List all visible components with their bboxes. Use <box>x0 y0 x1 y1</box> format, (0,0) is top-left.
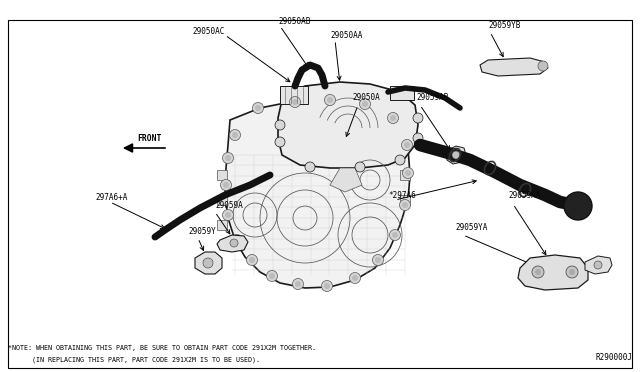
Circle shape <box>401 140 413 151</box>
Circle shape <box>232 234 243 246</box>
Polygon shape <box>330 168 362 192</box>
Circle shape <box>223 209 234 221</box>
Circle shape <box>232 132 238 138</box>
Circle shape <box>360 99 371 109</box>
Text: 29059YB: 29059YB <box>488 20 520 29</box>
Circle shape <box>390 115 396 121</box>
Circle shape <box>538 61 548 71</box>
Text: 29050AA: 29050AA <box>330 32 362 41</box>
Circle shape <box>594 261 602 269</box>
Text: 29050AC: 29050AC <box>193 28 225 36</box>
Bar <box>217 195 227 205</box>
Bar <box>217 220 227 230</box>
Text: FRONT: FRONT <box>138 134 162 143</box>
Circle shape <box>349 273 360 283</box>
Polygon shape <box>480 58 548 76</box>
Polygon shape <box>195 252 222 274</box>
Text: 29059Y: 29059Y <box>188 228 216 237</box>
Circle shape <box>269 273 275 279</box>
Polygon shape <box>518 255 588 290</box>
Circle shape <box>362 101 368 107</box>
Text: *NOTE: WHEN OBTAINING THIS PART, BE SURE TO OBTAIN PART CODE 291X2M TOGETHER.: *NOTE: WHEN OBTAINING THIS PART, BE SURE… <box>8 345 316 351</box>
Text: 29059AB: 29059AB <box>416 93 449 103</box>
Circle shape <box>387 112 399 124</box>
Circle shape <box>324 283 330 289</box>
Text: 29059AA: 29059AA <box>508 192 540 201</box>
Circle shape <box>405 170 411 176</box>
Circle shape <box>223 153 234 164</box>
Circle shape <box>403 167 413 179</box>
Circle shape <box>225 155 231 161</box>
Circle shape <box>289 96 301 108</box>
Circle shape <box>292 279 303 289</box>
Circle shape <box>275 120 285 130</box>
Polygon shape <box>585 256 612 274</box>
Circle shape <box>292 99 298 105</box>
Bar <box>217 170 227 180</box>
Circle shape <box>413 113 423 123</box>
Text: 29050A: 29050A <box>352 93 380 103</box>
Circle shape <box>375 257 381 263</box>
Text: 29059A: 29059A <box>215 202 243 211</box>
Polygon shape <box>217 235 248 252</box>
Circle shape <box>234 237 240 243</box>
Circle shape <box>305 162 315 172</box>
Circle shape <box>404 142 410 148</box>
Circle shape <box>452 151 460 159</box>
Circle shape <box>372 254 383 266</box>
Circle shape <box>249 257 255 263</box>
Circle shape <box>275 137 285 147</box>
Polygon shape <box>278 82 418 168</box>
Circle shape <box>246 254 257 266</box>
Circle shape <box>327 97 333 103</box>
Text: 29059YA: 29059YA <box>455 224 488 232</box>
Bar <box>400 195 410 205</box>
Circle shape <box>392 232 398 238</box>
Text: R290000J: R290000J <box>595 353 632 362</box>
Circle shape <box>230 239 238 247</box>
Circle shape <box>532 266 544 278</box>
Circle shape <box>223 182 229 188</box>
Circle shape <box>535 269 541 275</box>
Circle shape <box>413 133 423 143</box>
Circle shape <box>402 202 408 208</box>
Circle shape <box>324 94 335 106</box>
Circle shape <box>221 180 232 190</box>
Circle shape <box>355 162 365 172</box>
Circle shape <box>399 199 410 211</box>
Circle shape <box>321 280 333 292</box>
Text: 29050AB: 29050AB <box>278 17 310 26</box>
Circle shape <box>564 192 592 220</box>
Polygon shape <box>446 146 466 164</box>
Circle shape <box>253 103 264 113</box>
Circle shape <box>203 258 213 268</box>
Text: 297A6+A: 297A6+A <box>95 192 127 202</box>
Text: (IN REPLACING THIS PART, PART CODE 291X2M IS TO BE USED).: (IN REPLACING THIS PART, PART CODE 291X2… <box>8 357 260 363</box>
FancyBboxPatch shape <box>390 86 414 100</box>
Circle shape <box>255 105 261 111</box>
Circle shape <box>390 230 401 241</box>
Circle shape <box>566 266 578 278</box>
FancyBboxPatch shape <box>280 86 308 104</box>
Circle shape <box>295 281 301 287</box>
Polygon shape <box>225 100 410 288</box>
Circle shape <box>225 212 231 218</box>
Circle shape <box>266 270 278 282</box>
Circle shape <box>395 155 405 165</box>
Text: *297A6: *297A6 <box>388 190 416 199</box>
Circle shape <box>352 275 358 281</box>
Circle shape <box>230 129 241 141</box>
Circle shape <box>569 269 575 275</box>
Bar <box>400 170 410 180</box>
